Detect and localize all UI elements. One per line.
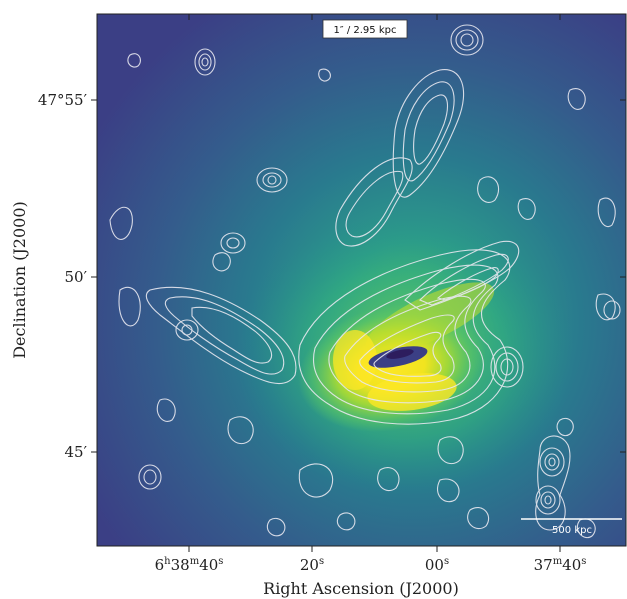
- radio-contours: [109, 24, 621, 538]
- y-tick-label: 47°55′: [38, 91, 88, 109]
- angular-scale-text: 1″ / 2.95 kpc: [334, 25, 397, 36]
- y-tick-label: 45′: [65, 443, 88, 461]
- plot-frame: [96, 13, 627, 547]
- axis-ticks: [91, 14, 626, 552]
- map-plot-area: 1″ / 2.95 kpc 500 kpc: [97, 14, 626, 546]
- y-tick-labels: 47°55′ 50′ 45′: [38, 91, 88, 461]
- x-tick-label: 6h38m40s: [155, 556, 224, 574]
- x-tick-labels: 6h38m40s 20s 00s 37m40s: [155, 556, 587, 574]
- bright-arc-left: [333, 330, 377, 390]
- x-axis-label: Right Ascension (J2000): [263, 579, 459, 598]
- central-cavity-core: [386, 349, 414, 359]
- y-axis-label: Declination (J2000): [10, 201, 29, 359]
- physical-scale-text: 500 kpc: [552, 525, 592, 536]
- x-tick-label: 20s: [300, 556, 324, 574]
- x-tick-label: 37m40s: [534, 556, 587, 574]
- x-tick-label: 00s: [425, 556, 449, 574]
- bright-arc-upper: [365, 282, 495, 354]
- physical-scale-bar: 500 kpc: [521, 518, 622, 536]
- angular-scale-label: 1″ / 2.95 kpc: [322, 19, 408, 39]
- y-tick-label: 50′: [65, 268, 88, 286]
